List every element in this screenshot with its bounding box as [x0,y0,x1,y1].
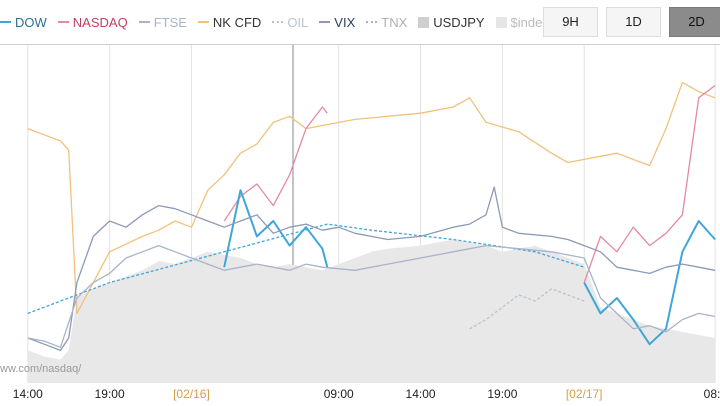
legend-label: VIX [334,14,356,30]
legend-swatch [495,16,507,28]
series-nk-cfd-line [27,81,716,315]
x-tick-label: 19:00 [487,387,518,401]
series-ftse-line [27,244,716,348]
price-chart [0,44,720,383]
range-button-2d[interactable]: 2D [669,7,720,37]
legend-label: OIL [287,14,309,30]
range-button-9h[interactable]: 9H [543,7,598,37]
legend-label: FTSE [153,14,187,30]
x-tick-label: 08: [703,387,720,401]
legend-item-nk-cfd[interactable]: NK CFD [197,14,262,30]
legend-item-index[interactable]: $index [495,14,549,30]
legend: DOW NASDAQ FTSE NK CFD OIL VIX TNX USDJPY $index [0,0,549,44]
series-nasdaq-line [583,84,716,283]
x-tick-date: [02/16] [173,387,210,401]
x-tick-label: 14:00 [405,387,436,401]
legend-item-dow[interactable]: DOW [0,15,47,30]
legend-item-ftse[interactable]: FTSE [138,14,187,30]
legend-item-oil[interactable]: OIL [272,15,308,30]
series-vix-line [27,186,716,352]
legend-item-vix[interactable]: VIX [319,15,355,30]
legend-label: NASDAQ [72,14,128,30]
legend-label: NK CFD [212,14,262,30]
series-nasdaq-line [223,106,328,222]
legend-swatch [0,21,11,23]
x-tick-label: 19:00 [94,387,125,401]
series-dow-line [583,220,716,346]
legend-swatch [57,21,69,23]
legend-item-tnx[interactable]: TNX [366,15,407,30]
x-tick-label: 09:00 [323,387,354,401]
legend-label: DOW [15,14,47,30]
range-selector: 9H 1D 2D [543,7,720,37]
legend-swatch [366,21,378,23]
legend-item-usdjpy[interactable]: USDJPY [418,14,485,30]
legend-swatch [272,21,284,23]
legend-swatch [197,21,209,23]
legend-label: TNX [381,14,408,30]
series-oil-line [469,288,585,330]
series-dow-line [27,223,585,315]
x-axis: 14:00 19:00 [02/16] 09:00 14:00 19:00 [02/17] 0… [0,382,720,406]
legend-label: USDJPY [433,14,485,30]
legend-label: $index [510,14,549,30]
series-index-area [27,239,716,383]
x-tick-label: 14:00 [12,387,43,401]
series-dow-line [223,189,329,268]
legend-swatch [138,21,150,23]
legend-item-nasdaq[interactable]: NASDAQ [57,14,128,30]
range-button-1d[interactable]: 1D [606,7,661,37]
legend-swatch [418,16,430,28]
x-tick-date: [02/17] [565,387,603,401]
legend-swatch [319,21,331,23]
source-text: ww.com/nasdaq/ [0,363,82,375]
